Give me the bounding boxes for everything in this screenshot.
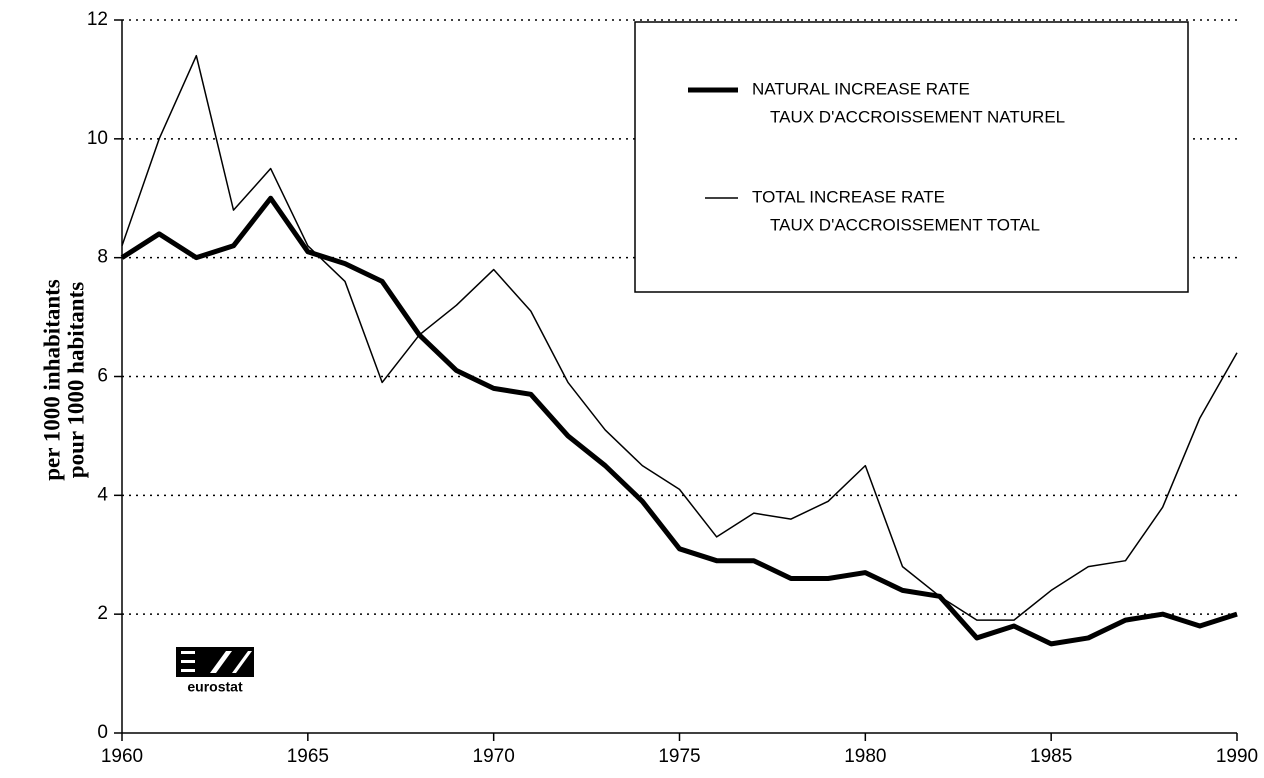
x-tick-label: 1975 <box>658 746 700 767</box>
y-tick-label: 0 <box>97 722 108 743</box>
y-tick-label: 6 <box>97 366 108 387</box>
legend-box <box>634 21 1189 293</box>
x-tick-label: 1965 <box>287 746 329 767</box>
y-tick-label: 4 <box>97 484 108 505</box>
series-line <box>120 195 1238 647</box>
legend-label: TAUX D'ACCROISSEMENT TOTAL <box>770 215 1040 234</box>
legend-label: TAUX D'ACCROISSEMENT NATUREL <box>770 107 1065 126</box>
y-axis-label: pour 1000 habitants <box>63 282 88 478</box>
y-tick-label: 12 <box>87 9 108 30</box>
series-line <box>121 54 1238 621</box>
y-axis-label: per 1000 inhabitants <box>39 279 64 481</box>
x-tick-label: 1960 <box>101 746 143 767</box>
logo-text: eurostat <box>187 679 243 695</box>
y-tick-label: 10 <box>87 128 108 149</box>
y-tick-label: 8 <box>97 247 108 268</box>
x-tick-label: 1985 <box>1030 746 1072 767</box>
legend-label: NATURAL INCREASE RATE <box>752 79 970 98</box>
x-tick-label: 1980 <box>844 746 886 767</box>
y-tick-label: 2 <box>97 603 108 624</box>
logo-icon <box>176 647 254 677</box>
legend-label: TOTAL INCREASE RATE <box>752 187 945 206</box>
x-tick-label: 1970 <box>473 746 515 767</box>
x-tick-label: 1990 <box>1216 746 1258 767</box>
